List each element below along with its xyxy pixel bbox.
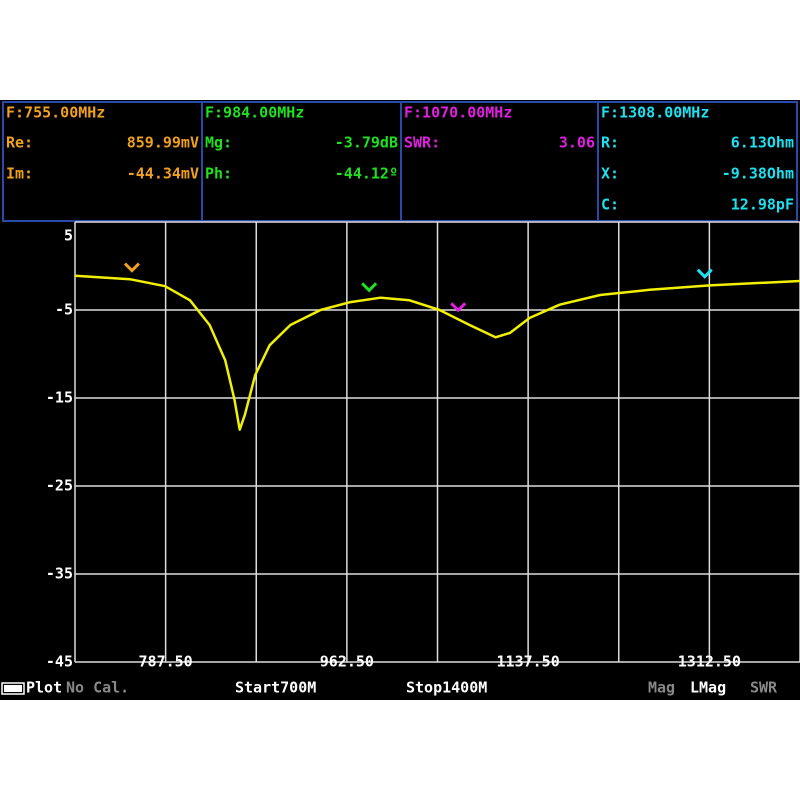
marker-field-label: R: [601,134,619,152]
battery-icon [1,682,25,695]
marker-field-label: Ph: [205,165,232,183]
format-option[interactable]: LMag [690,679,726,697]
marker-field-value: -3.79dB [335,134,398,152]
start-freq: Start700M [235,679,316,697]
marker-frequency: F:1070.00MHz [404,104,512,122]
cal-status: No Cal. [66,679,129,697]
format-option[interactable]: Mag [648,679,675,697]
marker-field-value: 859.99mV [127,134,199,152]
marker-field-value: -44.12º [335,165,398,183]
x-tick-label: 787.50 [139,653,193,671]
y-tick-label: -15 [46,389,73,407]
marker-field-label: Im: [6,165,33,183]
y-tick-label: -5 [55,301,73,319]
marker-indicator [696,268,713,279]
marker-field-label: C: [601,196,619,214]
y-tick-label: 5 [64,227,73,245]
marker-field-label: SWR: [404,134,440,152]
marker-box [597,101,798,222]
marker-frequency: F:755.00MHz [6,104,105,122]
marker-field-value: -44.34mV [127,165,199,183]
marker-indicator [123,262,141,273]
marker-field-value: 12.98pF [731,196,794,214]
marker-field-value: -9.38Ohm [722,165,794,183]
trace [74,274,800,431]
y-tick-label: -35 [46,565,73,583]
x-tick-label: 1137.50 [497,653,560,671]
marker-indicator [361,282,378,293]
mode-label: Plot [26,679,62,697]
format-option[interactable]: SWR [750,679,778,697]
y-tick-label: -45 [46,653,73,671]
y-tick-label: -25 [46,477,73,495]
marker-field-value: 3.06 [559,134,595,152]
marker-indicator [450,302,467,313]
marker-field-label: X: [601,165,619,183]
x-tick-label: 962.50 [320,653,374,671]
marker-field-label: Mg: [205,134,232,152]
stop-freq: Stop1400M [406,679,487,697]
marker-field-value: 6.13Ohm [731,134,794,152]
x-tick-label: 1312.50 [678,653,741,671]
marker-frequency: F:984.00MHz [205,104,304,122]
marker-frequency: F:1308.00MHz [601,104,709,122]
marker-field-label: Re: [6,134,33,152]
